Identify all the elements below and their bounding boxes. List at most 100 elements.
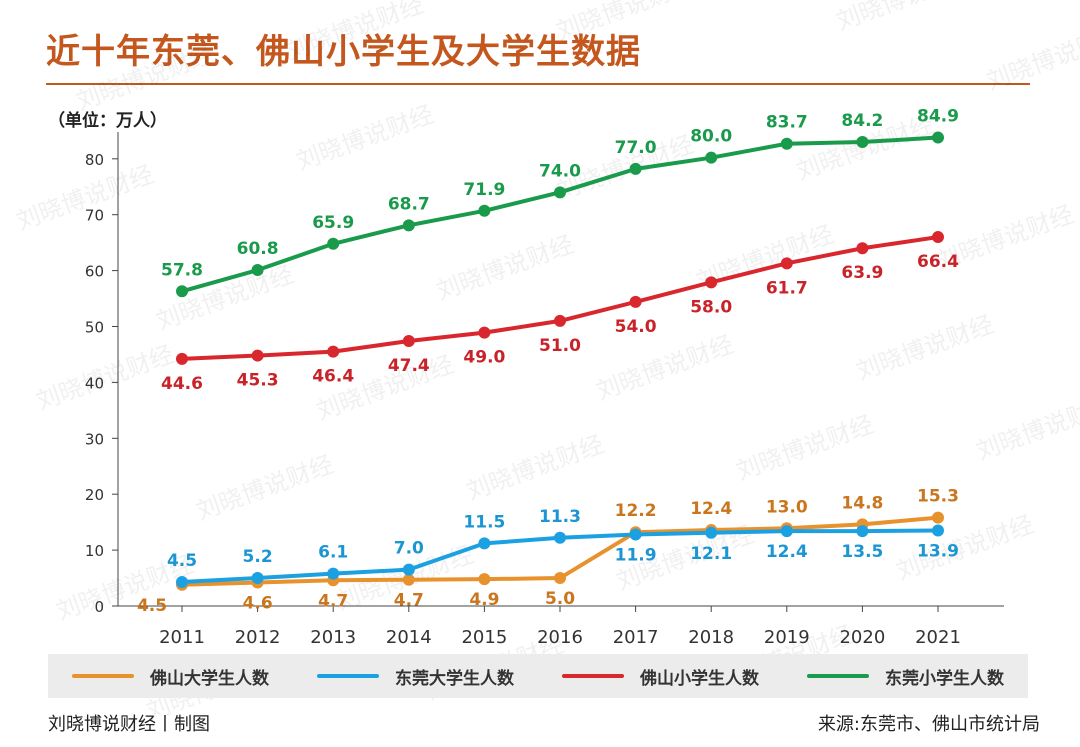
data-label-2-10: 66.4 bbox=[917, 252, 959, 272]
data-point-3-4 bbox=[478, 204, 491, 217]
data-label-1-8: 12.4 bbox=[766, 542, 808, 562]
x-tick-label: 2013 bbox=[310, 627, 356, 648]
data-point-1-6 bbox=[629, 528, 642, 541]
data-point-1-8 bbox=[780, 525, 793, 538]
legend-label-dongguan-university: 东莞大学生人数 bbox=[395, 668, 514, 689]
data-label-1-3: 7.0 bbox=[394, 539, 424, 559]
credit-text: 刘晓博说财经丨制图 bbox=[48, 714, 210, 735]
data-point-3-2 bbox=[327, 237, 340, 250]
data-label-3-9: 84.2 bbox=[841, 111, 883, 131]
data-point-1-2 bbox=[327, 567, 340, 580]
data-label-0-3: 4.7 bbox=[394, 591, 424, 611]
data-label-3-6: 77.0 bbox=[615, 138, 657, 158]
unit-label: （单位：万人） bbox=[48, 111, 167, 131]
watermark-text: 刘晓博说财经 bbox=[982, 20, 1080, 96]
data-label-2-7: 58.0 bbox=[690, 297, 732, 317]
legend-swatch-dongguan-primary bbox=[807, 674, 869, 678]
data-label-0-10: 15.3 bbox=[917, 487, 959, 507]
data-point-1-10 bbox=[932, 524, 944, 537]
data-label-3-4: 71.9 bbox=[463, 180, 505, 200]
chart-title: 近十年东莞、佛山小学生及大学生数据 bbox=[46, 32, 641, 72]
legend-item-foshan-university: 佛山大学生人数 bbox=[48, 664, 293, 689]
data-label-0-8: 13.0 bbox=[766, 497, 808, 517]
data-label-1-1: 5.2 bbox=[243, 547, 273, 567]
data-point-0-4 bbox=[478, 573, 491, 586]
data-point-2-7 bbox=[705, 276, 718, 289]
x-tick-label: 2019 bbox=[764, 627, 810, 648]
data-point-1-3 bbox=[402, 563, 415, 576]
legend: 佛山大学生人数 东莞大学生人数 佛山小学生人数 东莞小学生人数 bbox=[48, 654, 1028, 698]
watermark-text: 刘晓博说财经 bbox=[282, 0, 427, 66]
y-tick-label: 80 bbox=[85, 151, 104, 169]
data-point-2-9 bbox=[856, 242, 869, 255]
watermark-text: 刘晓博说财经 bbox=[592, 330, 737, 406]
legend-item-dongguan-primary: 东莞小学生人数 bbox=[783, 664, 1028, 689]
data-point-1-0 bbox=[176, 575, 188, 588]
x-tick-label: 2018 bbox=[688, 627, 734, 648]
x-tick-label: 2012 bbox=[235, 627, 281, 648]
watermark-text: 刘晓博说财经 bbox=[432, 230, 577, 306]
watermark-text: 刘晓博说财经 bbox=[292, 100, 437, 176]
data-point-1-4 bbox=[478, 537, 491, 550]
legend-label-foshan-university: 佛山大学生人数 bbox=[150, 668, 269, 689]
source-text: 来源:东莞市、佛山市统计局 bbox=[817, 714, 1040, 735]
x-tick-label: 2017 bbox=[613, 627, 659, 648]
data-point-1-5 bbox=[554, 531, 566, 544]
data-point-0-10 bbox=[932, 511, 944, 524]
data-label-1-10: 13.9 bbox=[917, 542, 959, 562]
x-tick-label: 2015 bbox=[461, 627, 507, 648]
watermark-text: 刘晓博说财经 bbox=[312, 350, 457, 426]
x-tick-label: 2020 bbox=[839, 627, 885, 648]
data-label-1-4: 11.5 bbox=[463, 512, 505, 532]
legend-swatch-dongguan-university bbox=[317, 674, 379, 678]
data-label-2-4: 49.0 bbox=[463, 348, 505, 368]
watermark-text: 刘晓博说财经 bbox=[552, 0, 697, 46]
data-label-1-9: 13.5 bbox=[841, 542, 883, 562]
legend-label-dongguan-primary: 东莞小学生人数 bbox=[885, 668, 1004, 689]
title-divider bbox=[46, 83, 1030, 85]
data-point-2-0 bbox=[176, 352, 188, 365]
data-label-3-1: 60.8 bbox=[237, 239, 279, 259]
data-label-0-7: 12.4 bbox=[690, 499, 732, 519]
data-label-2-3: 47.4 bbox=[388, 356, 430, 376]
data-point-3-10 bbox=[932, 131, 944, 144]
data-point-2-10 bbox=[932, 231, 944, 244]
legend-swatch-foshan-university bbox=[72, 674, 134, 678]
y-tick-label: 0 bbox=[94, 598, 104, 616]
watermark-text: 刘晓博说财经 bbox=[72, 40, 217, 116]
watermark-text: 刘晓博说财经 bbox=[832, 0, 977, 36]
legend-item-dongguan-university: 东莞大学生人数 bbox=[293, 664, 538, 689]
data-label-3-3: 68.7 bbox=[388, 194, 430, 214]
x-tick-label: 2021 bbox=[915, 627, 961, 648]
data-point-2-3 bbox=[402, 335, 415, 348]
watermark-text: 刘晓博说财经 bbox=[462, 430, 607, 506]
data-point-2-8 bbox=[780, 257, 793, 270]
data-label-2-9: 63.9 bbox=[841, 263, 883, 283]
y-tick-label: 30 bbox=[85, 430, 104, 448]
x-tick-label: 2016 bbox=[537, 627, 583, 648]
y-tick-label: 70 bbox=[85, 207, 104, 225]
data-label-0-4: 4.9 bbox=[469, 590, 499, 610]
data-point-2-2 bbox=[327, 345, 340, 358]
data-label-2-5: 51.0 bbox=[539, 336, 581, 356]
data-label-2-6: 54.0 bbox=[615, 317, 657, 337]
y-tick-label: 60 bbox=[85, 263, 104, 281]
data-point-1-7 bbox=[705, 526, 718, 539]
data-label-2-2: 46.4 bbox=[312, 367, 354, 387]
watermark-text: 刘晓博说财经 bbox=[852, 310, 997, 386]
data-point-3-8 bbox=[780, 137, 793, 150]
watermark-text: 刘晓博说财经 bbox=[192, 450, 337, 526]
data-point-3-3 bbox=[402, 219, 415, 232]
data-point-2-6 bbox=[629, 295, 642, 308]
data-point-3-7 bbox=[705, 151, 718, 164]
data-label-3-10: 84.9 bbox=[917, 107, 959, 127]
legend-item-foshan-primary: 佛山小学生人数 bbox=[538, 664, 783, 689]
data-label-0-2: 4.7 bbox=[318, 591, 348, 611]
data-point-2-1 bbox=[251, 349, 264, 362]
data-point-0-5 bbox=[554, 572, 566, 585]
data-label-3-2: 65.9 bbox=[312, 213, 354, 233]
legend-swatch-foshan-primary bbox=[562, 674, 624, 678]
data-point-3-5 bbox=[554, 186, 566, 199]
data-point-0-3 bbox=[402, 573, 415, 586]
